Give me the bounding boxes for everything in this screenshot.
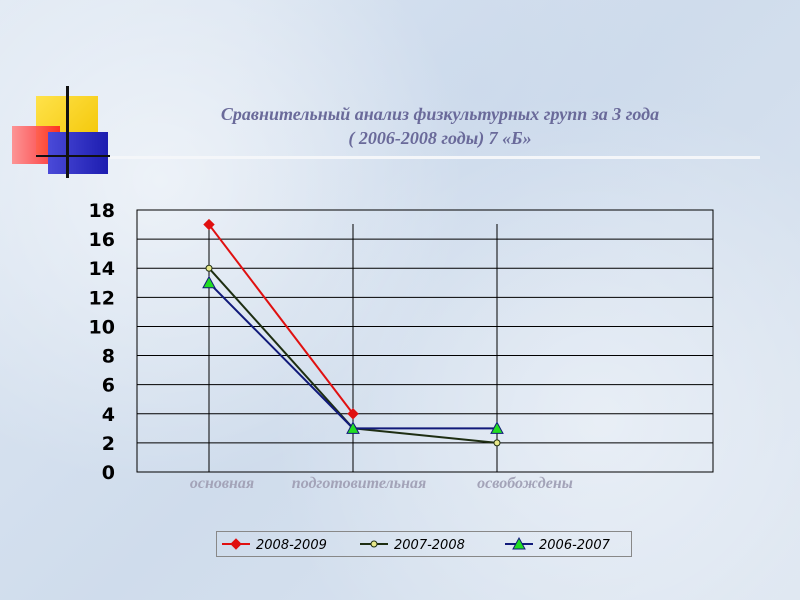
data-point-triangle (512, 536, 526, 550)
y-tick-label: 6 (102, 375, 115, 397)
data-point-triangle (346, 421, 360, 434)
x-category-label: освобождены (477, 475, 573, 492)
y-tick-label: 18 (89, 200, 115, 222)
legend-label: 2008-2009 (256, 538, 327, 553)
data-point-circle (205, 264, 213, 272)
y-tick-label: 10 (89, 316, 115, 338)
chart-title-line-1: Сравнительный анализ физкультурных групп… (220, 104, 660, 124)
data-point-diamond (230, 538, 242, 550)
decor-horizontal-line (36, 155, 110, 157)
title-underline (110, 156, 760, 159)
y-tick-label: 16 (89, 229, 115, 251)
y-tick-label: 0 (102, 462, 115, 484)
legend (216, 531, 632, 557)
decor-blue-square (48, 132, 108, 174)
data-point-circle (370, 540, 378, 548)
data-point-triangle (490, 421, 504, 434)
legend-label: 2006-2007 (539, 538, 611, 553)
data-point-diamond (203, 218, 215, 231)
y-tick-label: 14 (89, 258, 115, 280)
x-category-label: основная (190, 475, 254, 492)
y-tick-label: 8 (102, 346, 115, 368)
y-tick-label: 2 (102, 433, 115, 455)
plot-area (136, 209, 714, 473)
data-point-triangle (202, 275, 216, 289)
series-line-2008-2009 (208, 223, 354, 415)
decor-vertical-line (66, 86, 69, 178)
y-tick-label: 4 (102, 404, 115, 426)
x-category-label: подготовительная (292, 475, 426, 492)
chart-title-line-2: ( 2006-2008 годы) 7 «Б» (348, 128, 532, 148)
y-tick-label: 12 (89, 287, 115, 309)
data-point-diamond (347, 408, 359, 420)
data-point-circle (493, 439, 501, 447)
legend-label: 2007-2008 (394, 538, 465, 553)
